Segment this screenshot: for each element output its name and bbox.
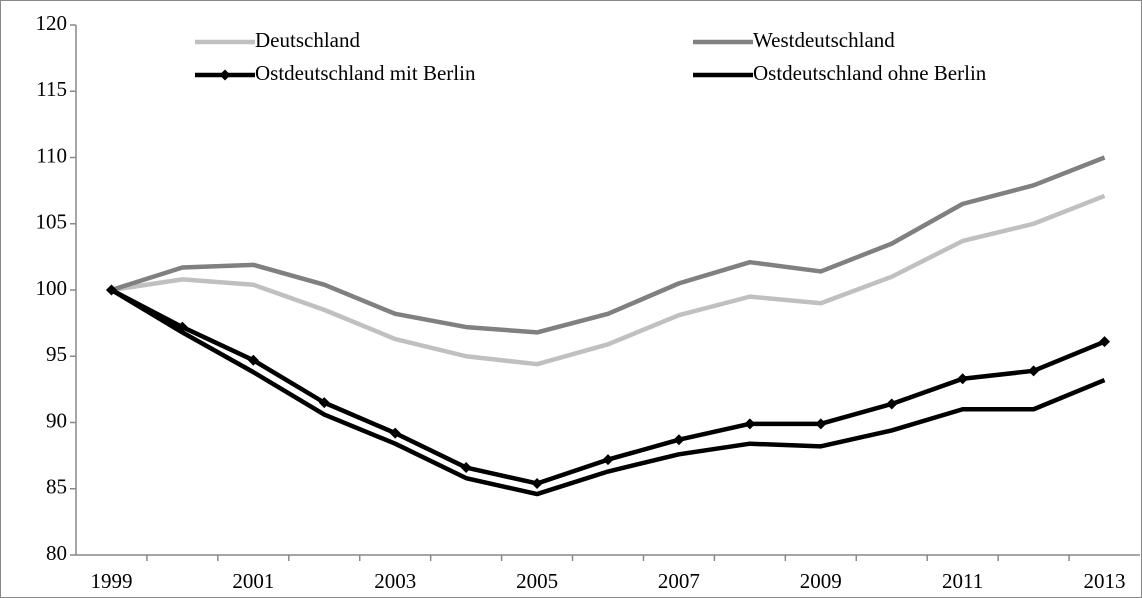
x-tick-label: 2013 <box>1084 569 1126 593</box>
x-tick-label: 2009 <box>800 569 842 593</box>
x-tick-label: 2007 <box>658 569 700 593</box>
series-line <box>110 288 1106 497</box>
legend-label: Westdeutschland <box>753 28 895 52</box>
y-tick-label: 95 <box>46 342 67 366</box>
x-tick-label: 1999 <box>90 569 132 593</box>
x-tick-label: 2001 <box>232 569 274 593</box>
y-tick-label: 110 <box>36 143 67 167</box>
y-tick-label: 105 <box>36 210 68 234</box>
y-tick-label: 100 <box>36 276 68 300</box>
data-point <box>318 397 330 409</box>
legend-label: Deutschland <box>255 28 360 52</box>
data-point <box>673 434 685 446</box>
data-point <box>247 354 259 366</box>
data-point <box>460 462 472 474</box>
legend-label: Ostdeutschland ohne Berlin <box>753 61 987 85</box>
y-tick-label: 85 <box>46 475 67 499</box>
y-tick-label: 80 <box>46 541 67 565</box>
data-point <box>815 418 827 430</box>
legend-marker <box>219 69 231 81</box>
data-point <box>389 427 401 439</box>
x-tick-label: 2011 <box>942 569 983 593</box>
data-point <box>531 477 543 489</box>
legend-label: Ostdeutschland mit Berlin <box>255 61 476 85</box>
y-tick-label: 120 <box>36 11 68 35</box>
data-point <box>1028 365 1040 377</box>
series-line <box>110 155 1106 335</box>
x-tick-label: 2003 <box>374 569 416 593</box>
data-point <box>957 373 969 385</box>
series-line <box>111 193 1106 367</box>
data-point <box>1099 336 1111 348</box>
data-point <box>886 398 898 410</box>
y-tick-label: 115 <box>36 77 67 101</box>
x-tick-label: 2005 <box>516 569 558 593</box>
data-point <box>744 418 756 430</box>
y-tick-label: 90 <box>46 408 67 432</box>
data-point <box>602 454 614 466</box>
